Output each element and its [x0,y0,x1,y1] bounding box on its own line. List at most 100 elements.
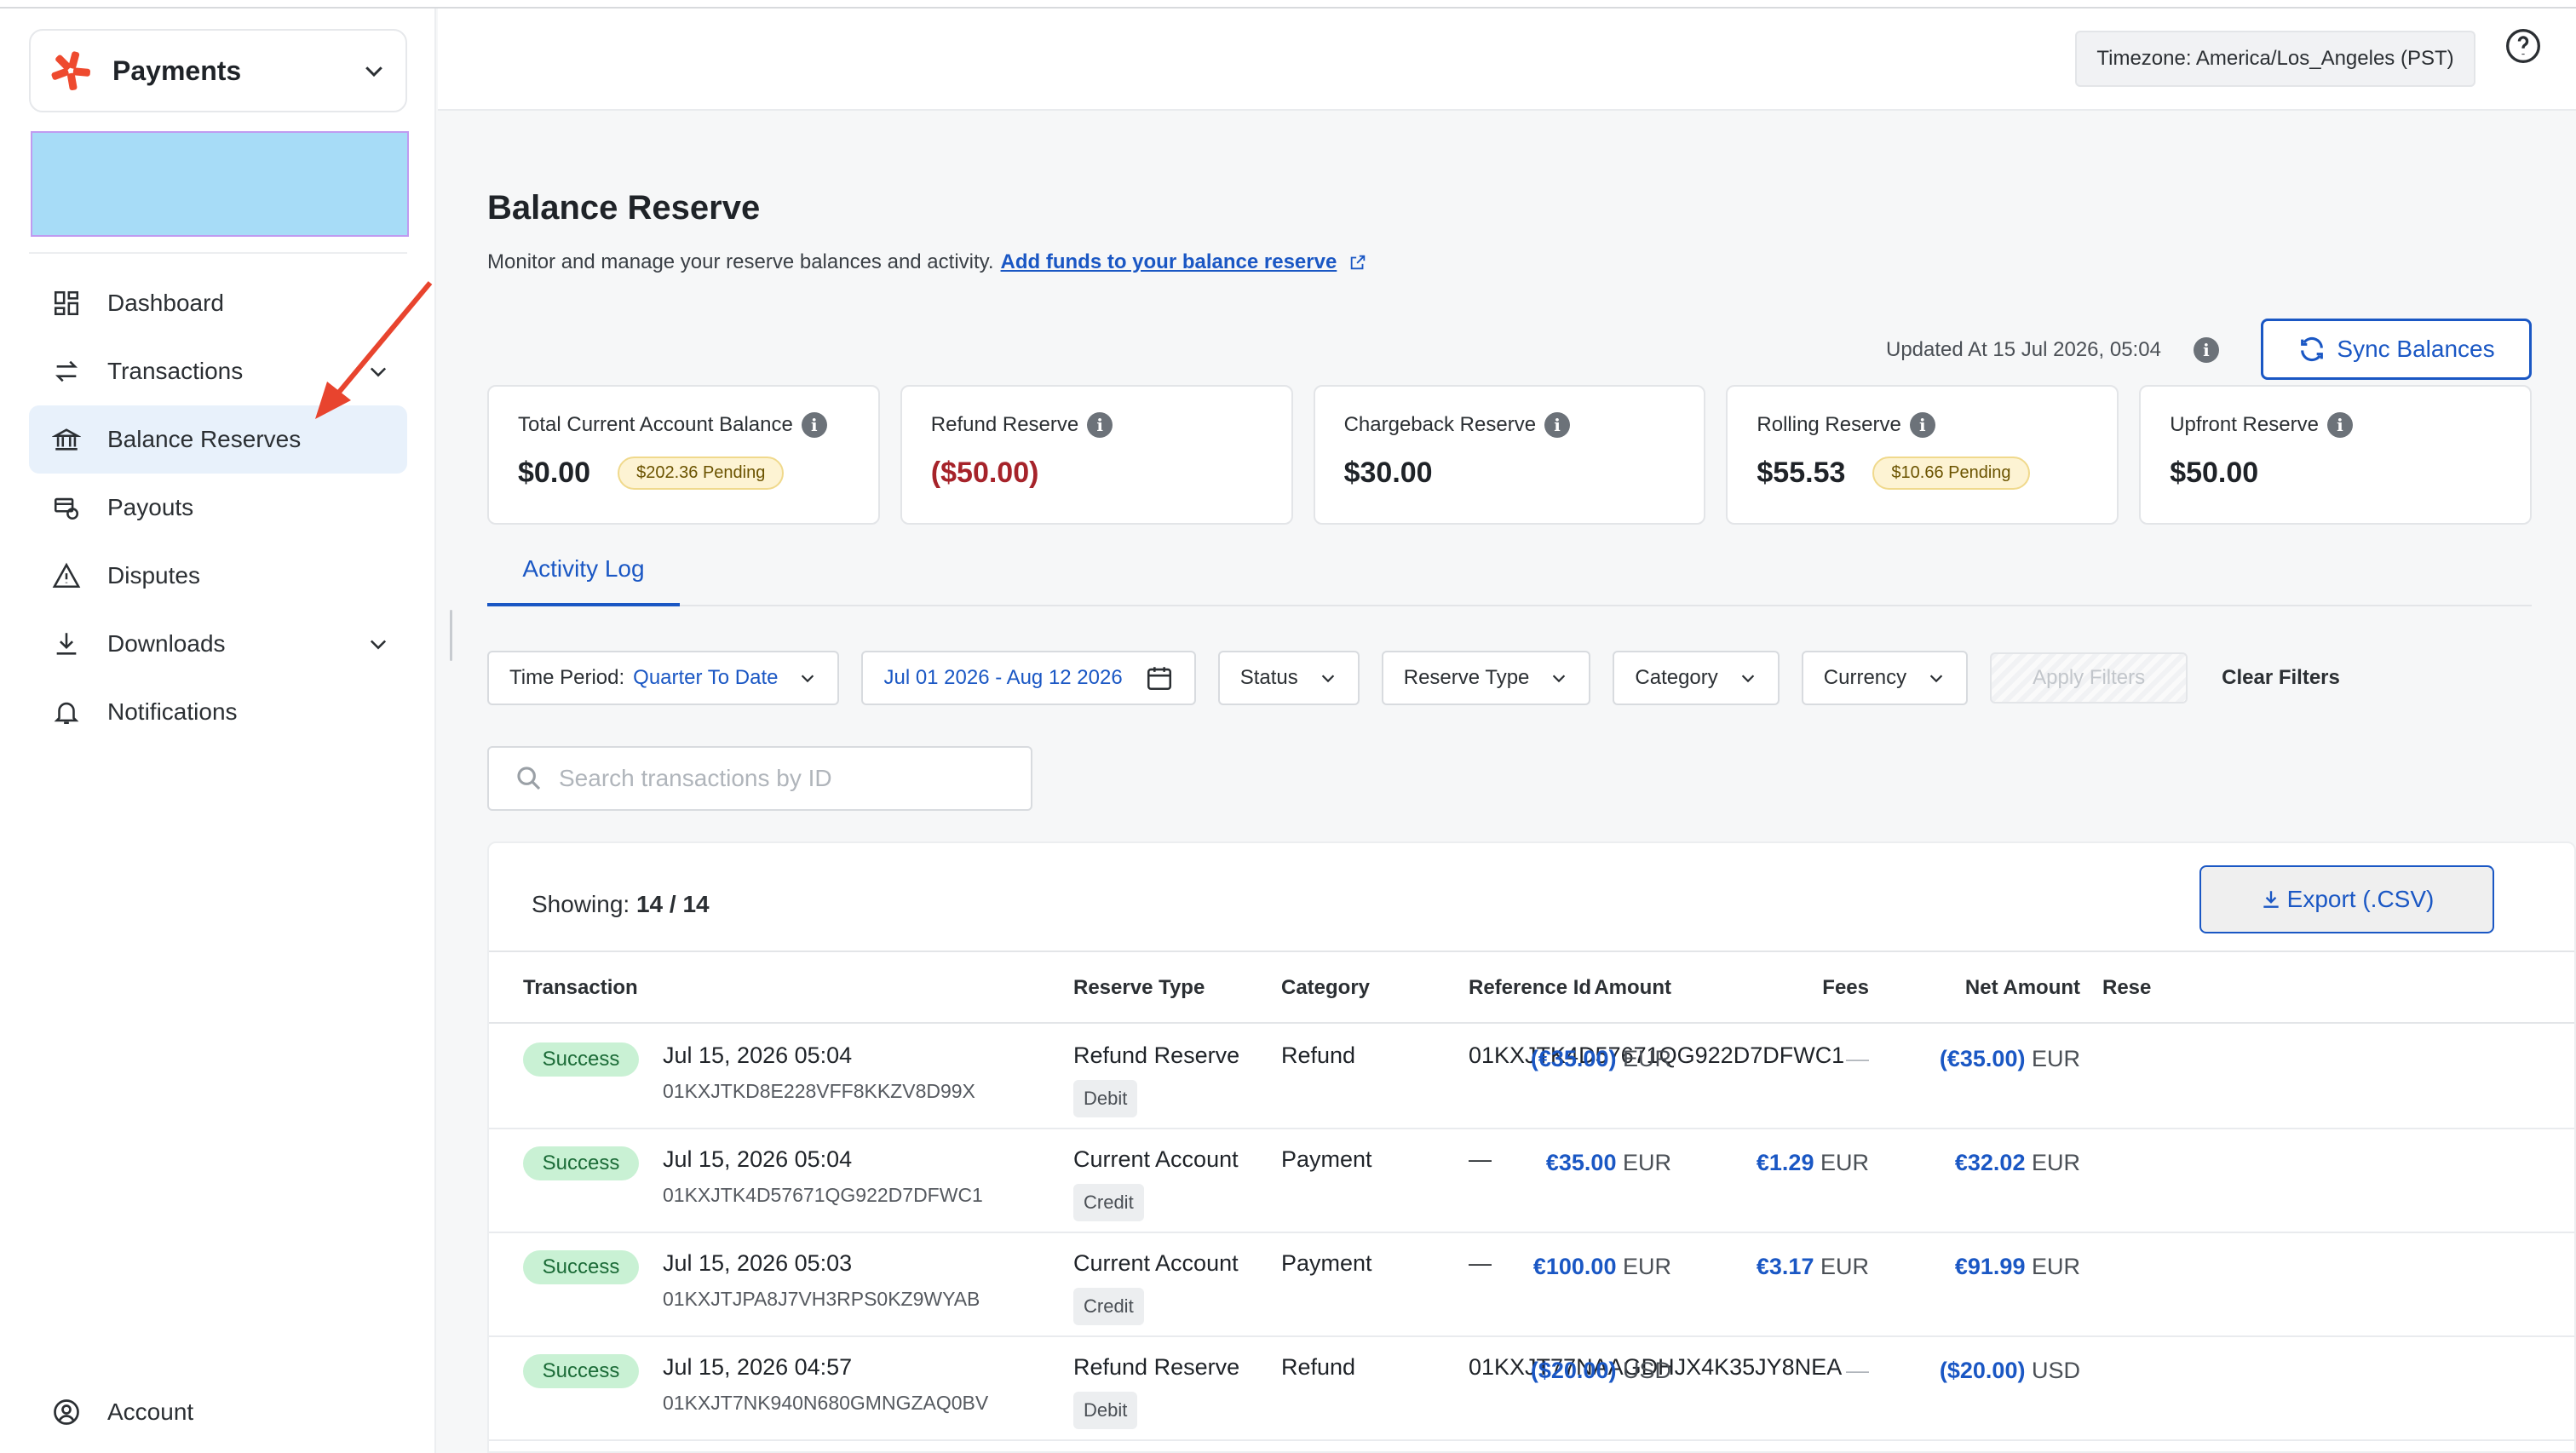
sidebar-item-payouts[interactable]: Payouts [29,474,407,542]
col-transaction[interactable]: Transaction [523,976,638,999]
info-icon[interactable]: i [1087,412,1113,438]
currency-dropdown[interactable]: Currency [1801,651,1969,705]
col-category[interactable]: Category [1281,976,1371,999]
col-net-amount[interactable]: Net Amount [1964,976,2080,999]
card-label: Refund Reserve [930,413,1079,436]
chevron-down-icon [1553,675,1566,683]
info-icon[interactable]: i [801,412,827,438]
direction-tag: Credit [1073,1288,1144,1325]
fees-currency: EUR [1820,1254,1869,1279]
info-icon[interactable]: i [2193,337,2219,363]
date-range-picker[interactable]: Jul 01 2026 - Aug 12 2026 [861,651,1196,705]
table-row[interactable]: Success Jul 15, 2026 05:04 01KXJTKD8E228… [489,1025,2574,1129]
showing-count: Showing: 14 / 14 [532,891,710,918]
timezone-badge: Timezone: America/Los_Angeles (PST) [2075,31,2475,87]
card-label: Chargeback Reserve [1343,413,1537,436]
help-question-icon[interactable] [2504,27,2542,65]
amount: €35.00 EUR [1546,1150,1671,1176]
net-amount: ($20.00) USD [1940,1358,2080,1384]
table-row[interactable]: Success Jul 15, 2026 05:04 01KXJTK4D5767… [489,1129,2574,1233]
table-row[interactable]: Success Jul 15, 2026 05:03 01KXJTJPA8J7V… [489,1233,2574,1337]
pending-badge: $10.66 Pending [1872,457,2030,490]
apply-filters-button[interactable]: Apply Filters [1990,652,2188,704]
updated-timestamp: Updated At 15 Jul 2026, 05:04 i [1886,337,2219,363]
sidebar-item-transactions[interactable]: Transactions [29,337,407,405]
reserve-type-label: Reserve Type [1403,666,1530,689]
info-icon[interactable]: i [1909,412,1935,438]
sidebar-item-balance-reserves[interactable]: Balance Reserves [29,405,407,474]
col-reference-id[interactable]: Reference Id [1469,976,1592,999]
time-period-dropdown[interactable]: Time Period: Quarter To Date [487,651,840,705]
net-currency: EUR [2031,1254,2080,1279]
card-total-current-account-balance: Total Current Account Balance i $0.00 $202… [487,385,880,525]
sync-label: Sync Balances [2337,336,2495,362]
clear-filters-button[interactable]: Clear Filters [2222,666,2340,689]
col-reserve[interactable]: Rese [2102,976,2152,999]
app-name: Payments [112,55,242,86]
sync-balances-button[interactable]: Sync Balances [2261,319,2532,380]
tab-activity-log[interactable]: Activity Log [487,535,680,606]
add-funds-link[interactable]: Add funds to your balance reserve [1000,250,1337,273]
status-badge: Success [523,1250,639,1284]
chevron-down-icon [1929,675,1943,683]
sidebar-item-label: Dashboard [107,290,224,316]
time-period-value: Quarter To Date [633,666,779,689]
filter-bar: Time Period: Quarter To Date Jul 01 2026… [487,651,2340,705]
col-amount[interactable]: Amount [1594,976,1671,999]
activity-table: Showing: 14 / 14 Export (.CSV) Transacti… [487,841,2576,1453]
sidebar-item-account[interactable]: Account [29,1378,407,1446]
main-content: Balance Reserve Monitor and manage your … [438,112,2576,1453]
export-csv-button[interactable]: Export (.CSV) [2199,865,2494,933]
col-reserve-type[interactable]: Reserve Type [1073,976,1205,999]
sidebar-item-label: Transactions [107,358,244,384]
sidebar-item-notifications[interactable]: Notifications [29,678,407,746]
info-icon[interactable]: i [2326,412,2353,438]
transaction-id: 01KXJTJPA8J7VH3RPS0KZ9WYAB [663,1288,980,1310]
net-amount: €91.99 EUR [1955,1254,2080,1280]
window-top-border [0,0,2576,9]
sidebar-divider [29,252,407,254]
status-label: Status [1239,666,1298,689]
amount-value: €35.00 [1545,1150,1617,1175]
reserve-type: Current Account [1073,1146,1239,1172]
card-value: ($50.00) [930,457,1039,489]
page-title: Balance Reserve [487,189,761,227]
reference-id: — [1469,1250,1492,1276]
time-period-label: Time Period: [509,666,625,689]
card-value: $50.00 [2170,457,2259,489]
reserve-type-dropdown[interactable]: Reserve Type [1381,651,1591,705]
download-icon [51,629,82,659]
net-value: (€35.00) [1939,1046,2026,1071]
fees-value: €3.17 [1756,1254,1814,1279]
fees: — [1846,1358,1869,1383]
table-row[interactable]: Success Jul 15, 2026 04:57 01KXJT7NK940N… [489,1337,2574,1441]
search-input[interactable]: Search transactions by ID [487,746,1032,811]
sidebar-item-label: Notifications [107,698,238,725]
category-dropdown[interactable]: Category [1613,651,1780,705]
net-value: €91.99 [1954,1254,2026,1279]
card-label: Upfront Reserve [2170,413,2319,436]
app-switcher[interactable]: Payments [29,29,407,112]
amount-value: (€35.00) [1530,1046,1617,1071]
info-icon[interactable]: i [1544,412,1571,438]
sidebar-item-downloads[interactable]: Downloads [29,610,407,678]
card-value: $30.00 [1343,457,1433,489]
transaction-date: Jul 15, 2026 05:04 [663,1042,853,1068]
chevron-down-icon [365,66,382,78]
card-refund-reserve: Refund Reserve i ($50.00) [900,385,1293,525]
transaction-date: Jul 15, 2026 04:57 [663,1354,853,1380]
sidebar-item-disputes[interactable]: Disputes [29,542,407,610]
reserve-type: Refund Reserve [1073,1354,1240,1380]
status-badge: Success [523,1354,639,1388]
external-link-icon[interactable] [1348,253,1367,272]
col-fees[interactable]: Fees [1822,976,1869,999]
sidebar-item-dashboard[interactable]: Dashboard [29,269,407,337]
fees: €3.17 EUR [1757,1254,1869,1280]
status-dropdown[interactable]: Status [1217,651,1360,705]
card-upfront-reserve: Upfront Reserve i $50.00 [2139,385,2532,525]
search-icon [517,767,541,790]
reference-id: 01KXJT77NAAGDHJX4K35JY8NEA [1469,1354,1843,1380]
amount: (€35.00) EUR [1531,1046,1671,1072]
sidebar-resize-handle[interactable] [450,610,452,661]
amount-currency: USD [1622,1358,1671,1383]
